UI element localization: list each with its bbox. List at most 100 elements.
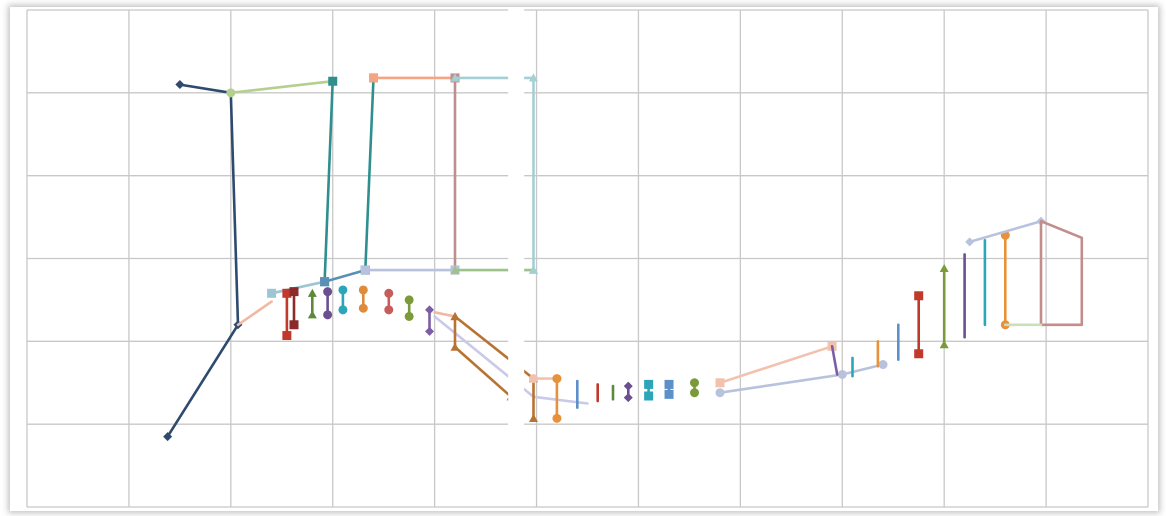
data-point-diamond	[425, 305, 435, 315]
series-group	[1000, 230, 1010, 330]
data-point-square	[644, 391, 654, 401]
data-point-square	[644, 379, 654, 389]
series-line	[323, 268, 367, 284]
data-point-triangle	[528, 265, 538, 274]
data-point-square	[715, 378, 725, 388]
series-group	[715, 360, 888, 398]
data-point-circle	[837, 369, 847, 379]
plot-gap	[508, 7, 525, 433]
data-point-circle	[528, 374, 538, 384]
series-line	[968, 219, 1043, 244]
data-point-diamond	[425, 326, 435, 336]
series-group	[552, 374, 562, 423]
series-group	[338, 285, 348, 315]
series-group	[664, 379, 674, 399]
data-point-circle	[384, 288, 394, 298]
data-point-circle	[552, 413, 562, 423]
chart-series	[163, 73, 1084, 442]
data-point-triangle	[307, 310, 317, 319]
series-group	[450, 265, 538, 274]
series-group	[360, 265, 460, 275]
series-group	[433, 310, 457, 318]
series-group	[320, 76, 338, 287]
data-point-square	[664, 389, 674, 399]
series-group	[323, 287, 333, 320]
data-point-diamond	[163, 432, 173, 442]
data-point-circle	[358, 285, 368, 295]
data-point-square	[360, 265, 370, 275]
series-line	[433, 315, 589, 405]
data-point-triangle	[450, 73, 460, 82]
series-line	[323, 79, 335, 284]
data-point-diamond	[623, 381, 633, 391]
series-group	[450, 73, 538, 274]
data-point-square	[282, 331, 292, 341]
data-point-circle	[226, 88, 236, 98]
data-point-square	[320, 277, 330, 287]
data-point-circle	[878, 360, 888, 370]
series-line	[1039, 219, 1084, 327]
data-point-triangle	[450, 265, 460, 274]
series-group	[358, 285, 368, 313]
series-group	[690, 378, 700, 398]
data-point-circle	[323, 287, 333, 297]
data-point-triangle	[528, 413, 538, 422]
data-point-square	[328, 76, 338, 86]
series-line	[236, 300, 273, 327]
data-point-circle	[404, 295, 414, 305]
data-point-triangle	[939, 263, 949, 273]
data-point-triangle	[528, 73, 538, 82]
series-group	[1039, 219, 1084, 327]
data-point-diamond	[623, 393, 633, 403]
data-point-circle	[690, 388, 700, 398]
chart-grid	[26, 9, 1149, 508]
data-point-triangle	[307, 288, 317, 297]
series-group	[450, 73, 460, 275]
series-group	[433, 315, 589, 405]
data-point-diamond	[175, 80, 185, 90]
data-point-square	[289, 287, 299, 297]
series-line	[830, 344, 839, 376]
data-point-triangle	[939, 340, 949, 349]
data-point-square	[289, 320, 299, 330]
series-group	[830, 344, 839, 376]
series-line	[166, 83, 240, 438]
series-line	[433, 310, 457, 318]
data-point-circle	[404, 311, 414, 321]
data-point-square	[282, 288, 292, 298]
data-point-circle	[384, 305, 394, 315]
line-chart	[26, 7, 1149, 508]
series-group	[939, 263, 949, 349]
series-group	[226, 76, 338, 98]
data-point-circle	[338, 285, 348, 295]
data-point-circle	[552, 374, 562, 384]
series-group	[360, 73, 378, 275]
data-point-circle	[690, 378, 700, 388]
series-group	[289, 287, 299, 330]
series-group	[623, 381, 633, 403]
series-line	[229, 79, 335, 95]
series-line	[718, 344, 834, 385]
data-point-triangle	[450, 342, 460, 351]
data-point-square	[914, 291, 924, 301]
series-group	[450, 311, 538, 422]
series-group	[282, 288, 292, 341]
data-point-square	[267, 288, 277, 298]
chart-frame	[10, 7, 1158, 511]
series-group	[425, 305, 435, 336]
series-group	[236, 300, 273, 327]
data-point-square	[368, 73, 378, 83]
data-point-circle	[715, 388, 725, 398]
data-point-circle	[338, 305, 348, 315]
series-group	[384, 288, 394, 315]
series-line	[718, 363, 885, 395]
data-point-triangle	[450, 311, 460, 321]
data-point-diamond	[965, 237, 975, 247]
series-group	[307, 288, 317, 319]
data-point-square	[664, 379, 674, 389]
data-point-circle	[358, 303, 368, 313]
series-group	[914, 291, 924, 359]
data-point-circle	[323, 310, 333, 320]
series-line	[363, 76, 375, 272]
series-group	[644, 379, 654, 401]
